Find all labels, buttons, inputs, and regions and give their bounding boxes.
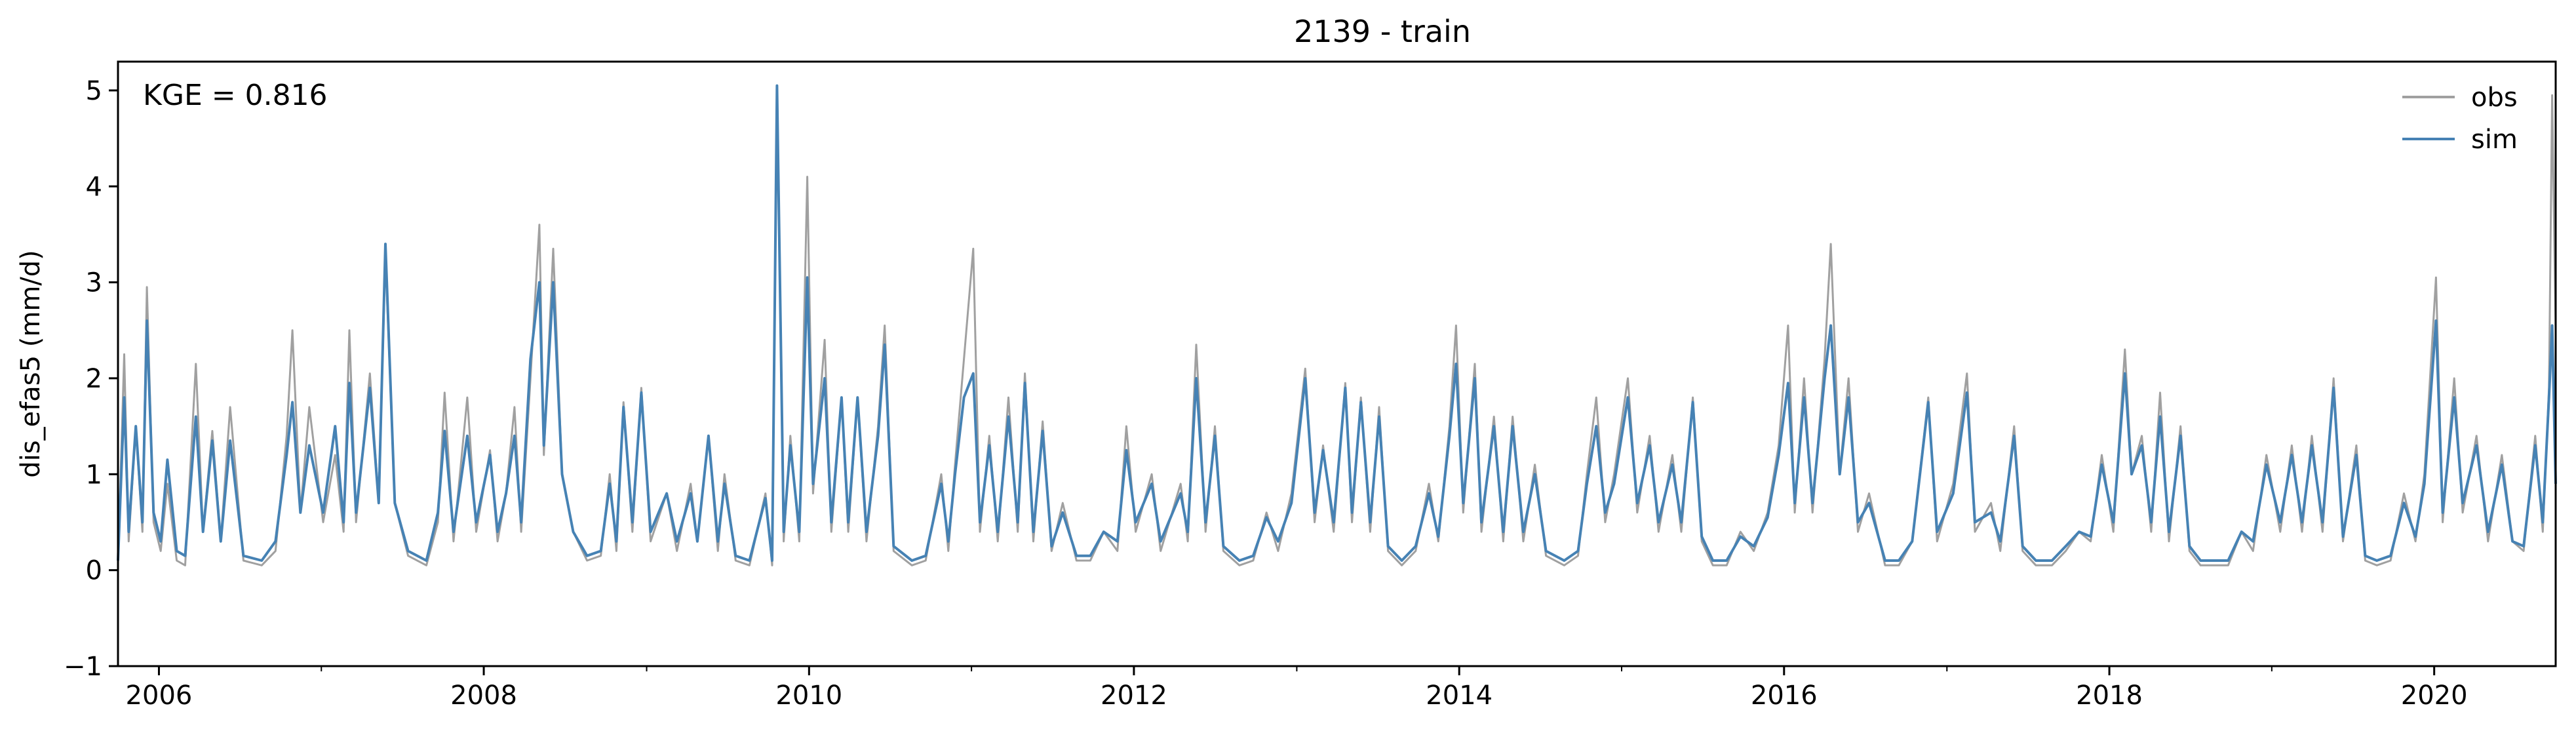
- legend-obs-label: obs: [2471, 83, 2518, 113]
- y-tick-label: 3: [86, 268, 102, 298]
- axes-frame: [117, 60, 2557, 667]
- legend: obs sim: [2402, 83, 2518, 155]
- x-tick-label: 2006: [126, 681, 193, 711]
- y-axis: −1 0 1 2 3 4 5: [64, 76, 118, 682]
- x-tick-label: 2010: [775, 681, 842, 711]
- plot-area: [117, 84, 2557, 566]
- series-line-sim: [117, 84, 2557, 562]
- x-tick-label: 2012: [1101, 681, 1167, 711]
- y-tick-label: 0: [86, 556, 102, 586]
- y-tick-label: 5: [86, 76, 102, 106]
- y-axis-label: dis_efas5 (mm/d): [16, 250, 46, 478]
- x-axis: 2006 2008 2010 2012 2014 2016 2018 2020: [126, 666, 2468, 711]
- x-tick-label: 2014: [1426, 681, 1493, 711]
- x-tick-label: 2016: [1751, 681, 1818, 711]
- y-tick-label: −1: [64, 652, 102, 682]
- y-tick-label: 2: [86, 364, 102, 394]
- x-tick-label: 2018: [2076, 681, 2143, 711]
- chart-title: 2139 - train: [1294, 14, 1471, 49]
- kge-annotation: KGE = 0.816: [143, 79, 328, 112]
- y-tick-label: 4: [86, 172, 102, 202]
- x-tick-label: 2008: [450, 681, 517, 711]
- legend-sim-label: sim: [2471, 125, 2518, 155]
- y-tick-label: 1: [86, 460, 102, 490]
- x-tick-label: 2020: [2401, 681, 2468, 711]
